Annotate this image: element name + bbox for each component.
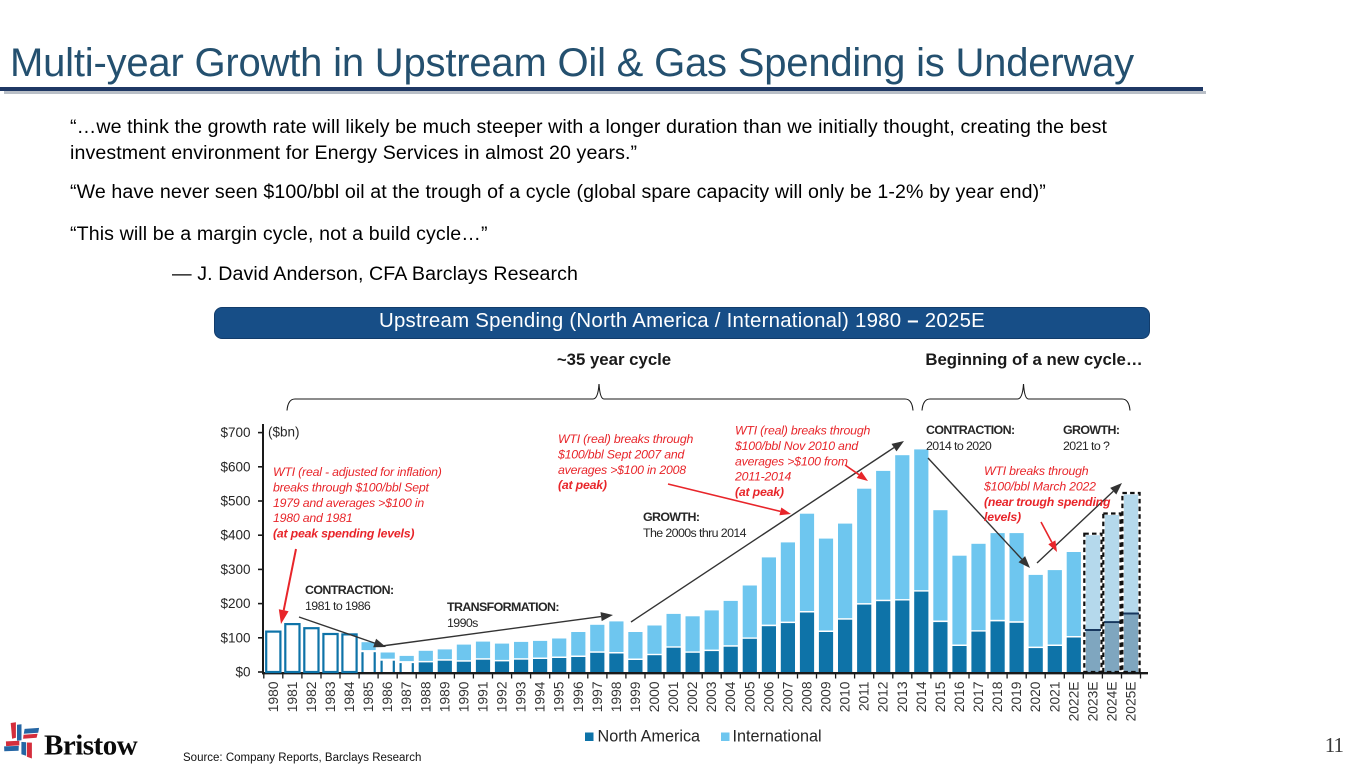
svg-text:2016: 2016 [952, 681, 967, 712]
svg-text:breaks through $100/bbl Sept: breaks through $100/bbl Sept [273, 480, 430, 494]
svg-text:(near trough spending: (near trough spending [984, 495, 1111, 509]
svg-text:$300: $300 [220, 562, 250, 577]
svg-text:2003: 2003 [704, 681, 719, 712]
svg-text:1990s: 1990s [447, 616, 478, 630]
svg-text:2013: 2013 [895, 681, 910, 712]
svg-text:2001: 2001 [666, 682, 681, 713]
svg-text:1996: 1996 [571, 681, 586, 712]
svg-text:TRANSFORMATION:: TRANSFORMATION: [447, 600, 559, 614]
svg-text:averages >$100 in 2008: averages >$100 in 2008 [558, 463, 686, 477]
svg-text:1980: 1980 [266, 681, 281, 712]
svg-text:1999: 1999 [628, 681, 643, 712]
svg-text:2002: 2002 [685, 682, 700, 713]
svg-text:~35 year cycle: ~35 year cycle [557, 350, 671, 369]
svg-text:WTI (real - adjusted for infla: WTI (real - adjusted for inflation) [273, 465, 442, 479]
svg-text:1994: 1994 [533, 681, 548, 712]
svg-text:2024E: 2024E [1104, 682, 1119, 722]
svg-text:2025E: 2025E [1124, 682, 1139, 722]
svg-text:$100/bbl Nov 2010 and: $100/bbl Nov 2010 and [734, 439, 859, 453]
svg-text:WTI (real) breaks through: WTI (real) breaks through [735, 424, 870, 438]
svg-text:1979 and averages >$100 in: 1979 and averages >$100 in [273, 496, 424, 510]
svg-text:2021 to ?: 2021 to ? [1063, 439, 1110, 453]
svg-text:1985: 1985 [361, 681, 376, 712]
svg-text:WTI (real) breaks through: WTI (real) breaks through [558, 432, 693, 446]
svg-text:$0: $0 [235, 665, 250, 680]
svg-text:2011: 2011 [857, 682, 872, 712]
svg-text:$500: $500 [220, 494, 250, 509]
svg-text:1993: 1993 [514, 681, 529, 712]
svg-text:$600: $600 [220, 459, 250, 474]
svg-text:CONTRACTION:: CONTRACTION: [926, 423, 1014, 437]
svg-text:$100: $100 [220, 630, 250, 645]
svg-text:2014 to 2020: 2014 to 2020 [926, 439, 992, 453]
svg-text:2022E: 2022E [1066, 682, 1081, 722]
svg-text:$700: $700 [220, 425, 250, 440]
svg-text:1991: 1991 [476, 682, 491, 713]
svg-text:2012: 2012 [876, 682, 891, 713]
svg-text:$100/bbl March 2022: $100/bbl March 2022 [983, 479, 1096, 493]
svg-text:2000: 2000 [647, 681, 662, 712]
svg-text:Source: Company Reports, Barcl: Source: Company Reports, Barclays Resear… [183, 752, 421, 764]
svg-text:2005: 2005 [742, 681, 757, 712]
svg-text:($bn): ($bn) [268, 425, 300, 440]
svg-text:1987: 1987 [399, 682, 414, 713]
svg-text:GROWTH:: GROWTH: [1063, 423, 1119, 437]
svg-text:(at peak spending levels): (at peak spending levels) [273, 527, 414, 541]
svg-text:1992: 1992 [495, 682, 510, 713]
svg-text:International: International [733, 728, 822, 746]
svg-text:1998: 1998 [609, 681, 624, 712]
svg-text:1981 to 1986: 1981 to 1986 [305, 599, 371, 613]
svg-text:2019: 2019 [1009, 681, 1024, 712]
svg-text:1990: 1990 [456, 681, 471, 712]
svg-text:Bristow: Bristow [44, 730, 138, 762]
svg-text:(at peak): (at peak) [558, 478, 607, 492]
svg-text:1981: 1981 [285, 682, 300, 713]
svg-text:2018: 2018 [990, 681, 1005, 712]
svg-text:2023E: 2023E [1085, 682, 1100, 722]
svg-text:CONTRACTION:: CONTRACTION: [305, 583, 393, 597]
svg-text:2015: 2015 [933, 681, 948, 712]
svg-text:1982: 1982 [304, 682, 319, 713]
svg-text:2021: 2021 [1047, 682, 1062, 713]
svg-text:GROWTH:: GROWTH: [643, 510, 699, 524]
svg-text:North America: North America [598, 728, 701, 746]
svg-text:2008: 2008 [800, 681, 815, 712]
svg-text:2004: 2004 [723, 681, 738, 712]
svg-text:2007: 2007 [780, 682, 795, 713]
svg-text:$400: $400 [220, 528, 250, 543]
svg-text:(at peak): (at peak) [735, 485, 784, 499]
svg-text:1989: 1989 [437, 681, 452, 712]
svg-text:levels): levels) [984, 510, 1021, 524]
svg-text:1980 and 1981: 1980 and 1981 [273, 511, 352, 525]
svg-text:The 2000s thru 2014: The 2000s thru 2014 [643, 526, 747, 540]
svg-text:2009: 2009 [819, 681, 834, 712]
svg-text:1983: 1983 [323, 681, 338, 712]
svg-text:1986: 1986 [380, 681, 395, 712]
svg-text:2014: 2014 [914, 681, 929, 712]
svg-text:1984: 1984 [342, 681, 357, 712]
svg-text:Beginning of a new cycle…: Beginning of a new cycle… [925, 350, 1142, 369]
svg-text:2010: 2010 [838, 681, 853, 712]
svg-text:$100/bbl Sept 2007 and: $100/bbl Sept 2007 and [557, 447, 686, 461]
svg-text:1988: 1988 [418, 681, 433, 712]
svg-text:2017: 2017 [971, 682, 986, 713]
svg-text:2011-2014: 2011-2014 [734, 470, 791, 484]
svg-text:WTI breaks through: WTI breaks through [984, 464, 1089, 478]
svg-text:$200: $200 [220, 596, 250, 611]
svg-text:2006: 2006 [761, 681, 776, 712]
svg-text:1997: 1997 [590, 682, 605, 713]
svg-text:averages >$100 from: averages >$100 from [735, 454, 848, 468]
svg-text:2020: 2020 [1028, 681, 1043, 712]
svg-text:1995: 1995 [552, 681, 567, 712]
